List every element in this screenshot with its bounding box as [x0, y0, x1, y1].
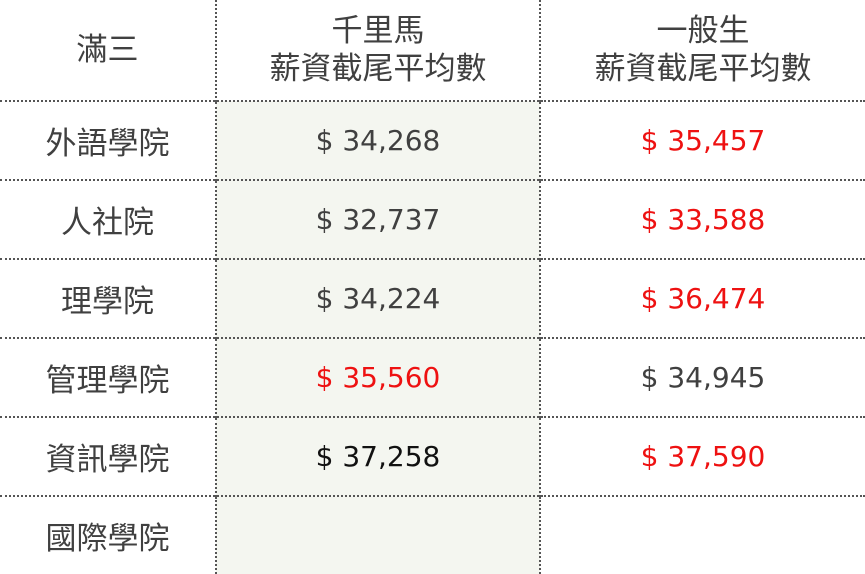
table-row: 人社院 $ 32,737 $ 33,588 — [0, 179, 865, 259]
general-salary-cell — [539, 495, 865, 574]
column-header-general: 一般生 薪資截尾平均數 — [539, 0, 865, 101]
row-label: 管理學院 — [0, 337, 216, 417]
table-row: 管理學院 $ 35,560 $ 34,945 — [0, 337, 865, 417]
row-label: 理學院 — [0, 258, 216, 338]
table-row: 國際學院 — [0, 495, 865, 574]
column-header-qianlima-title: 千里馬 — [331, 13, 425, 49]
column-header-general-subtitle: 薪資截尾平均數 — [594, 51, 812, 87]
header-row: 滿三 千里馬 薪資截尾平均數 一般生 薪資截尾平均數 — [0, 0, 865, 101]
general-salary-cell: $ 34,945 — [539, 337, 865, 417]
row-label: 外語學院 — [0, 100, 216, 180]
row-label: 資訊學院 — [0, 416, 216, 496]
row-label: 人社院 — [0, 179, 216, 259]
table-row: 理學院 $ 34,224 $ 36,474 — [0, 258, 865, 338]
qianlima-salary-cell: $ 34,224 — [215, 258, 540, 338]
table-row: 外語學院 $ 34,268 $ 35,457 — [0, 100, 865, 180]
qianlima-salary-cell: $ 32,737 — [215, 179, 540, 259]
qianlima-salary-cell: $ 37,258 — [215, 416, 540, 496]
column-header-qianlima: 千里馬 薪資截尾平均數 — [215, 0, 540, 101]
general-salary-cell: $ 36,474 — [539, 258, 865, 338]
column-header-general-title: 一般生 — [656, 13, 750, 49]
general-salary-cell: $ 37,590 — [539, 416, 865, 496]
table-row: 資訊學院 $ 37,258 $ 37,590 — [0, 416, 865, 496]
row-label: 國際學院 — [0, 495, 216, 574]
qianlima-salary-cell: $ 34,268 — [215, 100, 540, 180]
general-salary-cell: $ 33,588 — [539, 179, 865, 259]
corner-label: 滿三 — [76, 32, 139, 68]
qianlima-salary-cell — [215, 495, 540, 574]
general-salary-cell: $ 35,457 — [539, 100, 865, 180]
column-header-qianlima-subtitle: 薪資截尾平均數 — [269, 51, 487, 87]
qianlima-salary-cell: $ 35,560 — [215, 337, 540, 417]
